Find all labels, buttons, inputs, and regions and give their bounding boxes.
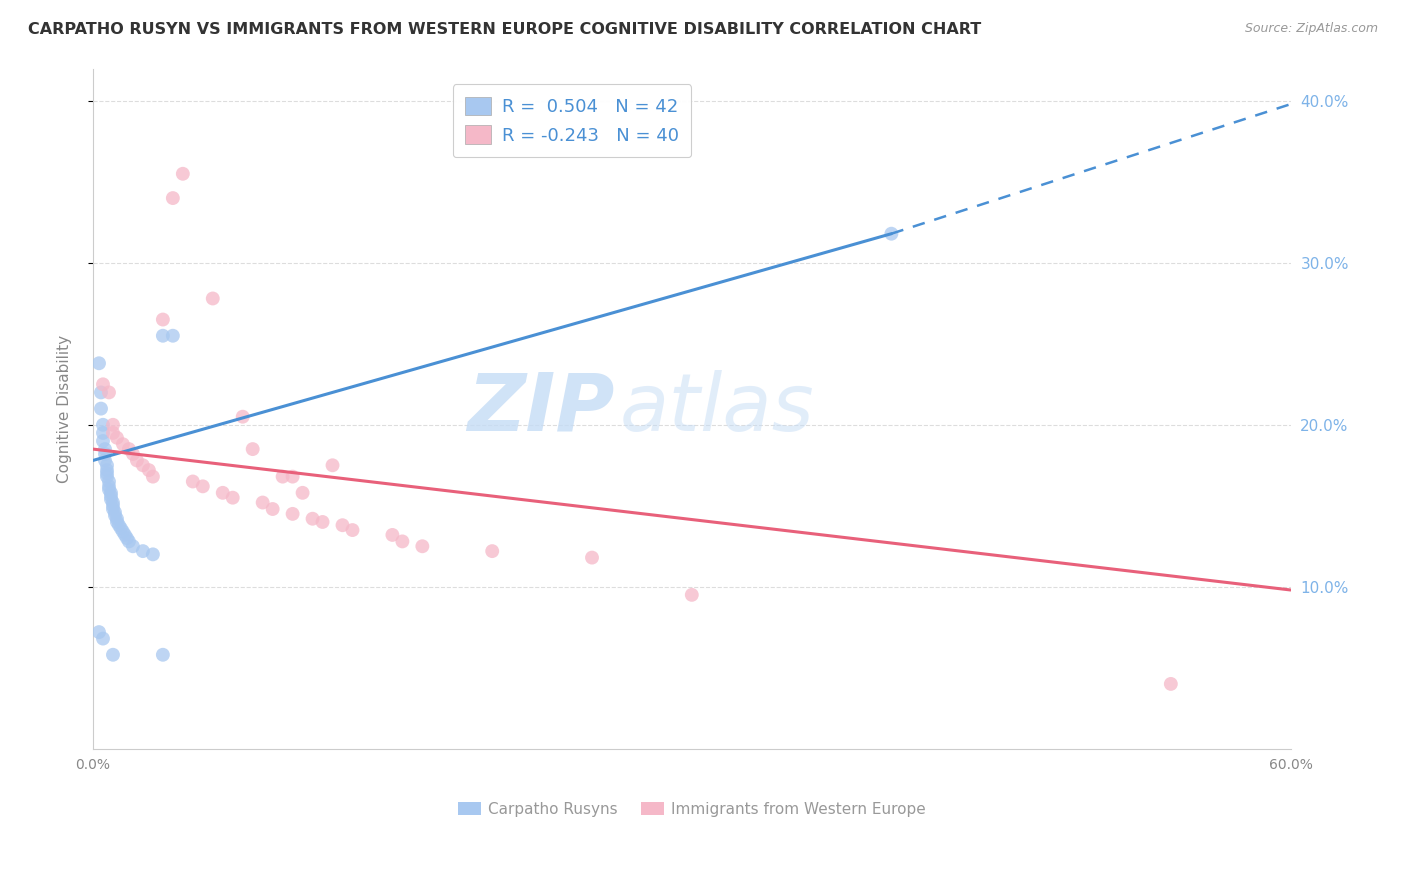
Text: CARPATHO RUSYN VS IMMIGRANTS FROM WESTERN EUROPE COGNITIVE DISABILITY CORRELATIO: CARPATHO RUSYN VS IMMIGRANTS FROM WESTER…	[28, 22, 981, 37]
Y-axis label: Cognitive Disability: Cognitive Disability	[58, 334, 72, 483]
Point	[132, 458, 155, 473]
Point	[90, 401, 112, 416]
Point	[105, 512, 128, 526]
Point	[101, 417, 124, 432]
Point	[111, 524, 134, 539]
Point	[96, 467, 118, 481]
Text: Source: ZipAtlas.com: Source: ZipAtlas.com	[1244, 22, 1378, 36]
Point	[104, 508, 127, 523]
Point	[105, 515, 128, 529]
Point	[291, 485, 314, 500]
Point	[138, 463, 160, 477]
Point	[94, 442, 117, 456]
Point	[332, 518, 354, 533]
Point	[101, 425, 124, 440]
Point	[681, 588, 703, 602]
Point	[162, 328, 184, 343]
Point	[111, 437, 134, 451]
Point	[96, 458, 118, 473]
Point	[152, 648, 174, 662]
Point	[118, 534, 141, 549]
Point	[162, 191, 184, 205]
Point	[101, 495, 124, 509]
Point	[172, 167, 194, 181]
Point	[101, 499, 124, 513]
Point	[94, 453, 117, 467]
Point	[118, 442, 141, 456]
Point	[880, 227, 903, 241]
Point	[281, 469, 304, 483]
Point	[101, 648, 124, 662]
Point	[115, 531, 138, 545]
Point	[96, 469, 118, 483]
Point	[411, 539, 433, 553]
Point	[201, 292, 224, 306]
Point	[96, 463, 118, 477]
Point	[342, 523, 364, 537]
Point	[391, 534, 413, 549]
Point	[98, 385, 121, 400]
Point	[114, 528, 136, 542]
Point	[322, 458, 344, 473]
Point	[142, 547, 165, 561]
Point	[152, 312, 174, 326]
Point	[191, 479, 214, 493]
Point	[271, 469, 294, 483]
Point	[91, 632, 114, 646]
Point	[1160, 677, 1182, 691]
Point	[381, 528, 404, 542]
Point	[91, 434, 114, 448]
Point	[281, 507, 304, 521]
Point	[301, 512, 323, 526]
Point	[581, 550, 603, 565]
Point	[90, 385, 112, 400]
Point	[142, 469, 165, 483]
Point	[91, 417, 114, 432]
Point	[98, 483, 121, 497]
Point	[481, 544, 503, 558]
Point	[122, 447, 145, 461]
Point	[232, 409, 254, 424]
Point	[100, 489, 122, 503]
Point	[100, 492, 122, 507]
Point	[108, 518, 131, 533]
Point	[181, 475, 204, 489]
Point	[91, 377, 114, 392]
Point	[122, 539, 145, 553]
Point	[104, 505, 127, 519]
Text: atlas: atlas	[620, 369, 814, 448]
Point	[110, 521, 132, 535]
Legend: Carpatho Rusyns, Immigrants from Western Europe: Carpatho Rusyns, Immigrants from Western…	[451, 796, 932, 822]
Point	[91, 425, 114, 440]
Point	[105, 431, 128, 445]
Point	[311, 515, 333, 529]
Point	[98, 479, 121, 493]
Point	[125, 453, 148, 467]
Point	[87, 625, 110, 640]
Text: ZIP: ZIP	[467, 369, 614, 448]
Point	[100, 485, 122, 500]
Point	[87, 356, 110, 370]
Point	[94, 447, 117, 461]
Point	[262, 502, 284, 516]
Point	[211, 485, 233, 500]
Point	[132, 544, 155, 558]
Point	[101, 502, 124, 516]
Point	[98, 475, 121, 489]
Point	[252, 495, 274, 509]
Point	[242, 442, 264, 456]
Point	[152, 328, 174, 343]
Point	[222, 491, 245, 505]
